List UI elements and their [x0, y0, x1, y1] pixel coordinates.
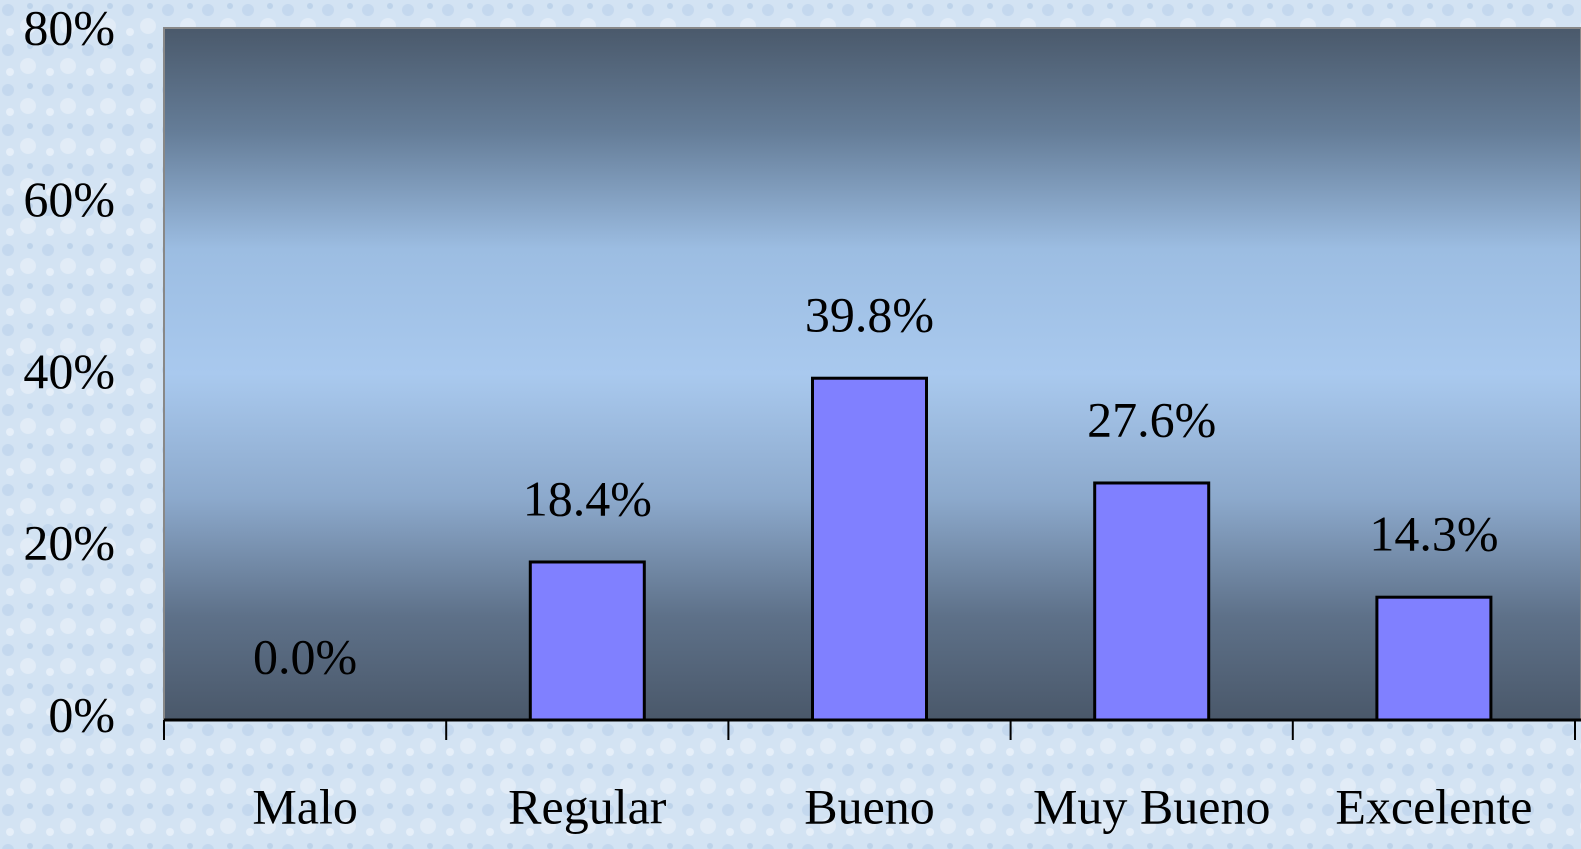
y-tick-label: 0%: [48, 686, 115, 742]
y-tick-label: 80%: [23, 0, 115, 55]
x-tick-label: Malo: [252, 778, 358, 834]
y-tick-label: 60%: [23, 171, 115, 227]
bar: [1093, 481, 1211, 722]
x-tick-label: Muy Bueno: [1033, 778, 1271, 834]
value-label: 0.0%: [253, 628, 357, 684]
x-tick-label: Bueno: [804, 778, 935, 834]
x-tick-label: Regular: [508, 778, 667, 834]
bar: [811, 376, 928, 722]
value-label: 18.4%: [523, 470, 652, 526]
value-label: 14.3%: [1369, 506, 1498, 562]
y-tick-label: 20%: [23, 515, 115, 571]
bar: [528, 560, 646, 722]
y-tick-label: 40%: [23, 343, 115, 399]
x-tick-label: Excelente: [1335, 778, 1532, 834]
value-label: 39.8%: [805, 287, 934, 343]
value-label: 27.6%: [1087, 391, 1216, 447]
bar: [1375, 595, 1493, 722]
